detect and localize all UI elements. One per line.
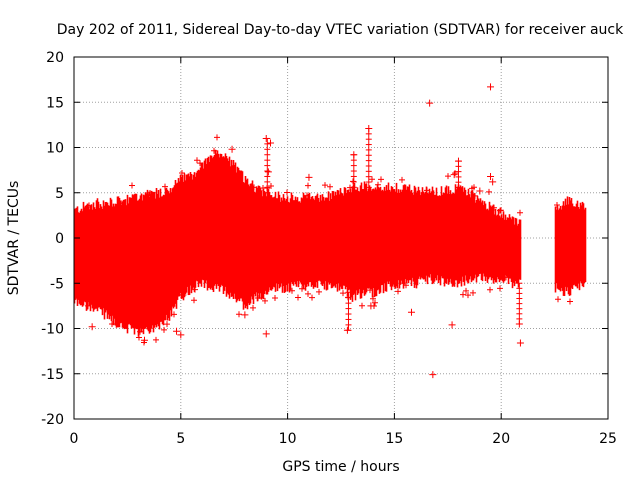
tick-labels: 0 5 10 15 20 25 -20 -15 -10 -5 0 5 10 15 20	[41, 50, 617, 447]
data-point	[136, 334, 142, 341]
outlier-point	[264, 168, 272, 176]
outlier-point	[429, 371, 437, 379]
y-axis-label: SDTVAR / TECUs	[6, 181, 22, 296]
outlier-point	[88, 323, 96, 331]
y-tick-label: 15	[46, 95, 64, 111]
outlier-point	[179, 291, 187, 299]
outlier-point	[426, 99, 434, 107]
data-point	[498, 207, 504, 214]
data-point	[295, 294, 301, 301]
data-point	[289, 287, 295, 294]
outlier-point	[407, 308, 415, 316]
outlier-point	[262, 330, 270, 338]
data-point	[153, 336, 159, 343]
data-point	[370, 295, 376, 302]
data-point	[179, 170, 185, 177]
y-tick-label: 10	[46, 141, 64, 157]
data-point	[554, 202, 560, 209]
outlier-point	[305, 173, 313, 181]
data-point	[309, 294, 315, 301]
data-point	[395, 288, 401, 295]
chart-title: Day 202 of 2011, Sidereal Day-to-day VTE…	[57, 22, 624, 38]
data-point	[262, 297, 268, 304]
y-tick-label: -10	[41, 322, 64, 338]
outlier-point	[228, 145, 236, 153]
data-point	[497, 285, 503, 292]
outlier-point	[476, 187, 484, 195]
data-point	[161, 326, 167, 333]
data-point	[350, 178, 356, 185]
x-tick-label: 15	[385, 431, 403, 447]
data-point	[191, 297, 197, 304]
data-point	[471, 184, 477, 191]
data-point	[463, 287, 469, 294]
data-point	[369, 176, 375, 183]
data-series	[73, 83, 587, 379]
data-point	[316, 288, 322, 295]
data-point	[129, 182, 135, 189]
data-point	[470, 289, 476, 296]
outlier-point	[173, 327, 181, 335]
x-tick-label: 20	[492, 431, 510, 447]
data-point	[214, 134, 220, 141]
y-tick-label: -15	[41, 367, 64, 383]
y-tick-label: 5	[55, 186, 64, 202]
data-point	[194, 157, 200, 164]
data-point	[162, 183, 168, 190]
outlier-point	[516, 339, 524, 347]
outlier-point	[487, 172, 495, 180]
data-point	[164, 321, 170, 328]
data-point	[375, 181, 381, 188]
data-point	[465, 292, 471, 299]
data-point	[517, 209, 523, 216]
data-point	[555, 296, 561, 303]
data-point	[372, 299, 378, 306]
data-point	[322, 182, 328, 189]
data-point	[236, 311, 242, 318]
outlier-point	[367, 302, 375, 310]
data-point	[359, 302, 365, 309]
data-point	[272, 295, 278, 302]
outlier-point	[448, 321, 456, 329]
data-point	[327, 183, 333, 190]
data-point	[486, 188, 492, 195]
y-tick-label: 0	[55, 231, 64, 247]
x-tick-label: 5	[176, 431, 185, 447]
data-point	[403, 282, 409, 289]
data-point	[305, 182, 311, 189]
data-point	[284, 189, 290, 196]
data-point	[567, 298, 573, 305]
data-point	[491, 204, 497, 211]
x-tick-label: 10	[279, 431, 297, 447]
outlier-point	[140, 336, 148, 344]
outlier-point	[267, 139, 275, 147]
y-tick-label: 20	[46, 50, 64, 66]
data-point	[445, 173, 451, 180]
outlier-point	[241, 311, 249, 319]
outlier-point	[489, 178, 497, 186]
data-point	[268, 182, 274, 189]
data-point	[192, 286, 198, 293]
data-point	[378, 176, 384, 183]
data-point	[250, 304, 256, 311]
y-tick-label: -5	[50, 276, 64, 292]
data-point	[305, 290, 311, 297]
outlier-point	[450, 171, 458, 179]
x-tick-label: 0	[70, 431, 79, 447]
x-axis-label: GPS time / hours	[282, 459, 399, 475]
axis-ticks	[73, 56, 609, 420]
data-point	[399, 176, 405, 183]
outlier-point	[177, 331, 185, 339]
data-point	[171, 311, 177, 318]
y-tick-label: -20	[41, 412, 64, 428]
data-point	[340, 290, 346, 297]
outlier-point	[487, 83, 495, 91]
data-point	[487, 286, 493, 293]
x-tick-label: 25	[599, 431, 617, 447]
